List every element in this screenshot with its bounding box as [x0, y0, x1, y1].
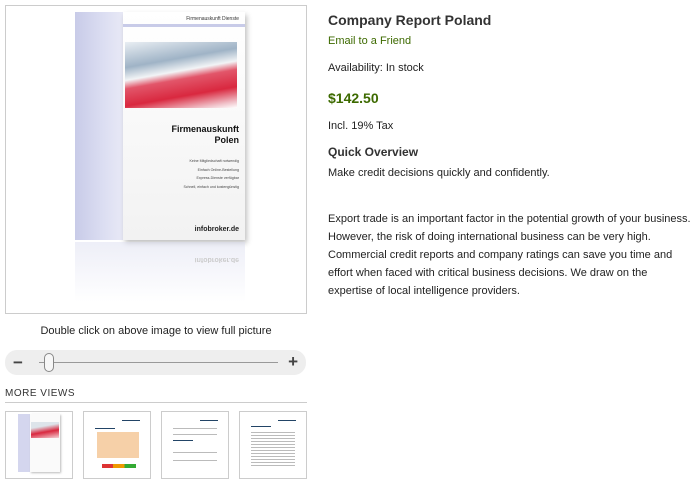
cover-page: Firmenauskunft Dienste Firmenauskunft Pol… [123, 12, 245, 240]
zoom-out-button[interactable]: − [13, 353, 23, 372]
zoom-in-button[interactable]: + [288, 352, 298, 371]
divider [123, 24, 245, 27]
cover-header: Firmenauskunft Dienste [186, 16, 239, 22]
cover-bullets: Keine Mitgliedschaft notwendig Einfach O… [183, 157, 239, 191]
product-description: Export trade is an important factor in t… [328, 213, 691, 297]
more-views-heading: MORE VIEWS [5, 388, 76, 399]
cover-bullet: Schnell, einfach und kostengünstig [183, 184, 239, 189]
product-title: Company Report Poland [328, 12, 492, 28]
email-to-friend-link[interactable]: Email to a Friend [328, 35, 412, 47]
main-product-image[interactable]: Firmenauskunft Dienste Firmenauskunft Pol… [5, 5, 307, 314]
divider [5, 402, 307, 403]
cover-bullet: Keine Mitgliedschaft notwendig [189, 159, 239, 163]
slider-handle[interactable] [43, 353, 54, 372]
cover-spine [75, 12, 123, 240]
zoom-slider[interactable]: − + [5, 350, 306, 375]
availability-status: Availability: In stock [328, 62, 424, 74]
image-caption: Double click on above image to view full… [40, 325, 272, 337]
reflection-brand: infobroker.de [194, 256, 239, 263]
report-cover: Firmenauskunft Dienste Firmenauskunft Pol… [75, 12, 245, 240]
cover-bullet: Einfach Online-Bestellung [197, 167, 239, 172]
thumbnail-report-page-2[interactable] [161, 411, 229, 479]
tax-note: Incl. 19% Tax [328, 120, 394, 132]
slider-track[interactable] [39, 362, 278, 363]
quick-overview-heading: Quick Overview [328, 145, 419, 159]
thumbnail-report-page-1[interactable] [83, 411, 151, 479]
thumbnail-report-page-3[interactable] [239, 411, 307, 479]
cover-brand: infobroker.de [194, 226, 239, 233]
poland-flag-image [125, 42, 237, 108]
product-price: $142.50 [328, 90, 379, 106]
cover-title: Firmenauskunft Polen [171, 124, 239, 146]
short-description: Make credit decisions quickly and confid… [328, 167, 550, 179]
cover-reflection: infobroker.de [75, 242, 245, 302]
cover-bullet: Express-Dienste verfügbar [196, 176, 239, 180]
thumbnail-cover[interactable] [5, 411, 73, 479]
cover-title-line: Polen [214, 135, 239, 145]
cover-title-line: Firmenauskunft [171, 124, 239, 134]
